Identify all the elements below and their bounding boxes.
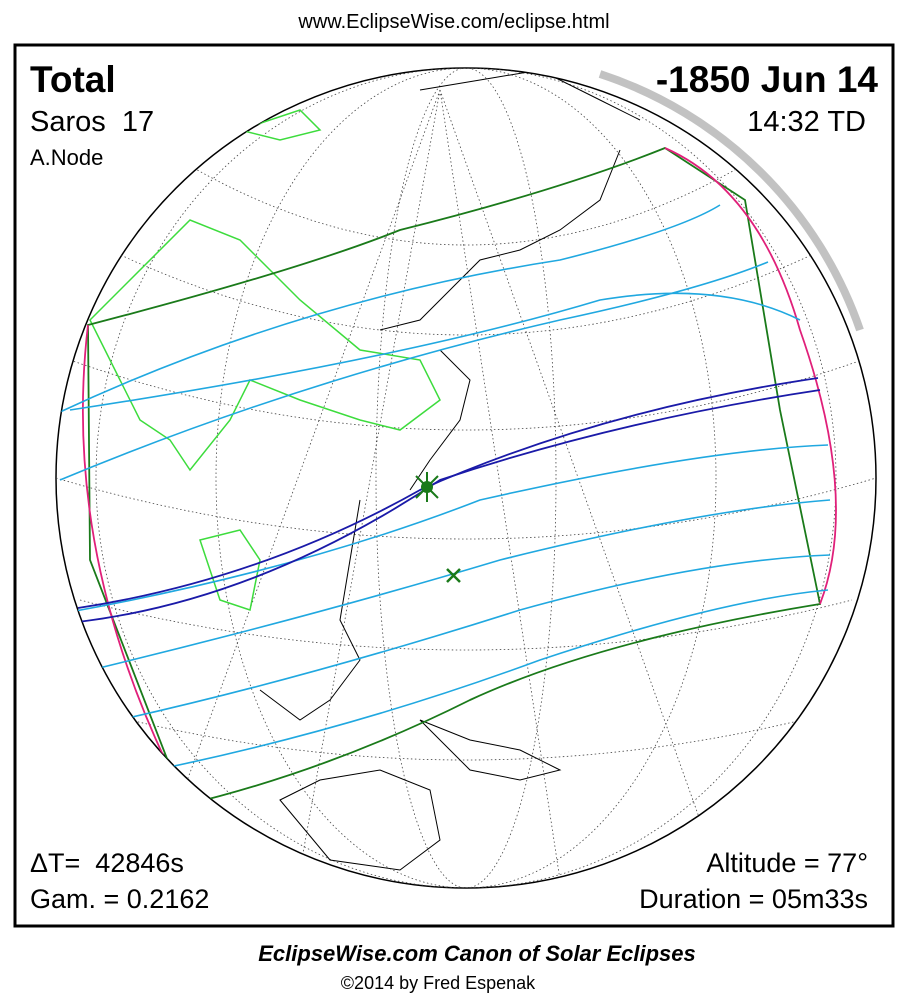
footer-credit: ©2014 by Fred Espenak (341, 973, 536, 993)
delta-t: ΔT= 42846s (30, 848, 184, 878)
altitude: Altitude = 77° (706, 848, 868, 878)
date: -1850 Jun 14 (656, 59, 879, 100)
subsolar-marker (446, 568, 461, 583)
url: www.EclipseWise.com/eclipse.html (297, 11, 609, 33)
gamma: Gam. = 0.2162 (30, 884, 209, 914)
footer-title: EclipseWise.com Canon of Solar Eclipses (258, 941, 696, 966)
landmasses (89, 69, 641, 871)
eclipse-type: Total (30, 59, 116, 100)
globe (55, 67, 877, 889)
node: A.Node (30, 145, 103, 170)
saros: Saros 17 (30, 106, 154, 138)
duration: Duration = 05m33s (639, 884, 868, 914)
graticule (56, 68, 876, 888)
time: 14:32 TD (747, 106, 866, 138)
eclipse-path (59, 146, 837, 807)
frame (13, 43, 895, 928)
greatest-eclipse-marker (415, 472, 439, 502)
